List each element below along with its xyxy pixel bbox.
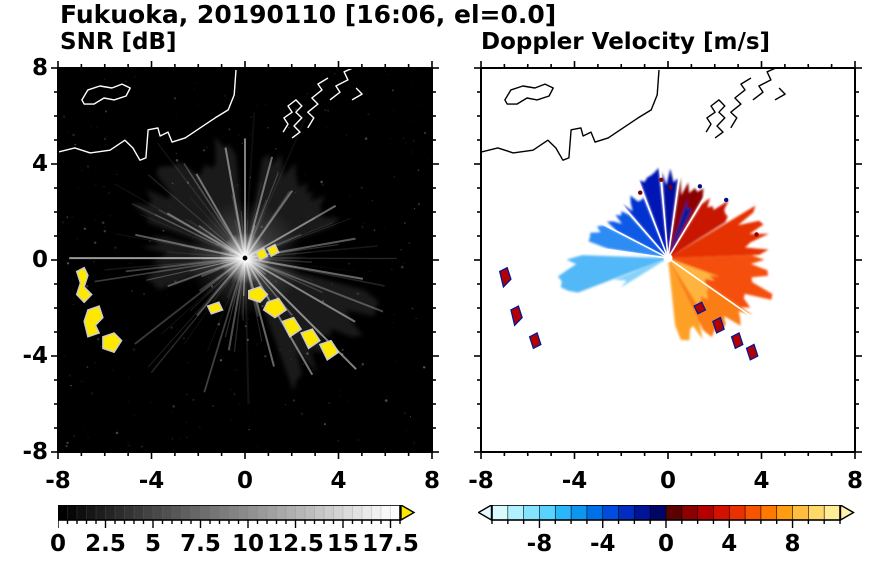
snr-plot-panel bbox=[51, 61, 439, 459]
doppler-x-tick-label: 8 bbox=[846, 468, 864, 494]
radar-site-marker bbox=[242, 255, 248, 261]
snr-colorbar-tick-label: 15 bbox=[326, 531, 360, 557]
doppler-x-tick-label: 0 bbox=[659, 468, 677, 494]
snr-image bbox=[58, 68, 432, 452]
axis-ticks bbox=[51, 61, 439, 459]
snr-x-tick-label: 8 bbox=[423, 468, 441, 494]
coastline bbox=[481, 68, 786, 161]
snr-colorbar-tick-label: 5 bbox=[144, 531, 162, 557]
y-tick-label: -8 bbox=[22, 439, 48, 465]
y-axis-tick-labels: 8 4 0 -4 -8 bbox=[8, 0, 48, 570]
snr-colorbar-tick-label: 12.5 bbox=[267, 531, 324, 557]
snr-x-tick-label: 4 bbox=[330, 468, 347, 494]
doppler-over-range-arrow bbox=[839, 503, 855, 522]
snr-colorbar bbox=[57, 503, 418, 533]
plot-canvas bbox=[474, 61, 862, 459]
y-tick-label: 0 bbox=[31, 247, 48, 273]
clutter-patches bbox=[75, 243, 340, 361]
doppler-colorbar-tick-label: 4 bbox=[721, 531, 738, 557]
doppler-x-tick-label: 4 bbox=[753, 468, 770, 494]
snr-colorbar-tick-label: 2.5 bbox=[85, 531, 126, 557]
snr-colorbar-tick-label: 0 bbox=[49, 531, 67, 557]
snr-x-tick-label: -4 bbox=[138, 468, 165, 494]
y-tick-label: 8 bbox=[31, 55, 48, 81]
plot-canvas bbox=[51, 61, 439, 459]
doppler-panel-title: Doppler Velocity [m/s] bbox=[481, 29, 771, 55]
snr-colorbar-tick-label: 10 bbox=[231, 531, 265, 557]
doppler-colorbar-tick-label: 0 bbox=[657, 531, 675, 557]
doppler-colorbar-tick-label: 8 bbox=[784, 531, 801, 557]
clutter-flecks bbox=[498, 266, 759, 361]
doppler-colorbar-tick-label: -4 bbox=[589, 531, 616, 557]
snr-colorbar-tick-label: 7.5 bbox=[180, 531, 221, 557]
doppler-plot-panel bbox=[474, 61, 862, 459]
snr-colorbar-tick-label: 17.5 bbox=[362, 531, 419, 557]
snr-x-tick-label: 0 bbox=[236, 468, 254, 494]
doppler-x-tick-label: -8 bbox=[468, 468, 494, 494]
figure-title: Fukuoka, 20190110 [16:06, el=0.0] bbox=[60, 0, 557, 29]
coastline bbox=[58, 68, 363, 161]
snr-colorbar-svg bbox=[57, 503, 416, 528]
snr-over-range-arrow bbox=[400, 503, 416, 522]
doppler-colorbar-svg bbox=[477, 503, 855, 528]
colorbar-tick-labels: 0 2.5 5 7.5 10 12.5 15 17.5 -8 -4 0 4 8 bbox=[0, 531, 870, 565]
snr-x-tick-label: -8 bbox=[45, 468, 71, 494]
doppler-colorbar-tick-label: -8 bbox=[526, 531, 553, 557]
velocity-wedges bbox=[557, 167, 773, 341]
x-axis-tick-labels: -8 -4 0 4 8 -8 -4 0 4 8 bbox=[0, 468, 870, 498]
y-tick-label: -4 bbox=[22, 343, 48, 369]
y-tick-label: 4 bbox=[31, 151, 48, 177]
doppler-x-tick-label: -4 bbox=[561, 468, 588, 494]
doppler-image bbox=[481, 68, 855, 452]
axis-ticks bbox=[474, 61, 862, 459]
snr-panel-title: SNR [dB] bbox=[60, 29, 177, 55]
radar-site-marker bbox=[663, 253, 673, 263]
doppler-under-range-arrow bbox=[477, 503, 493, 522]
doppler-colorbar bbox=[477, 503, 856, 533]
